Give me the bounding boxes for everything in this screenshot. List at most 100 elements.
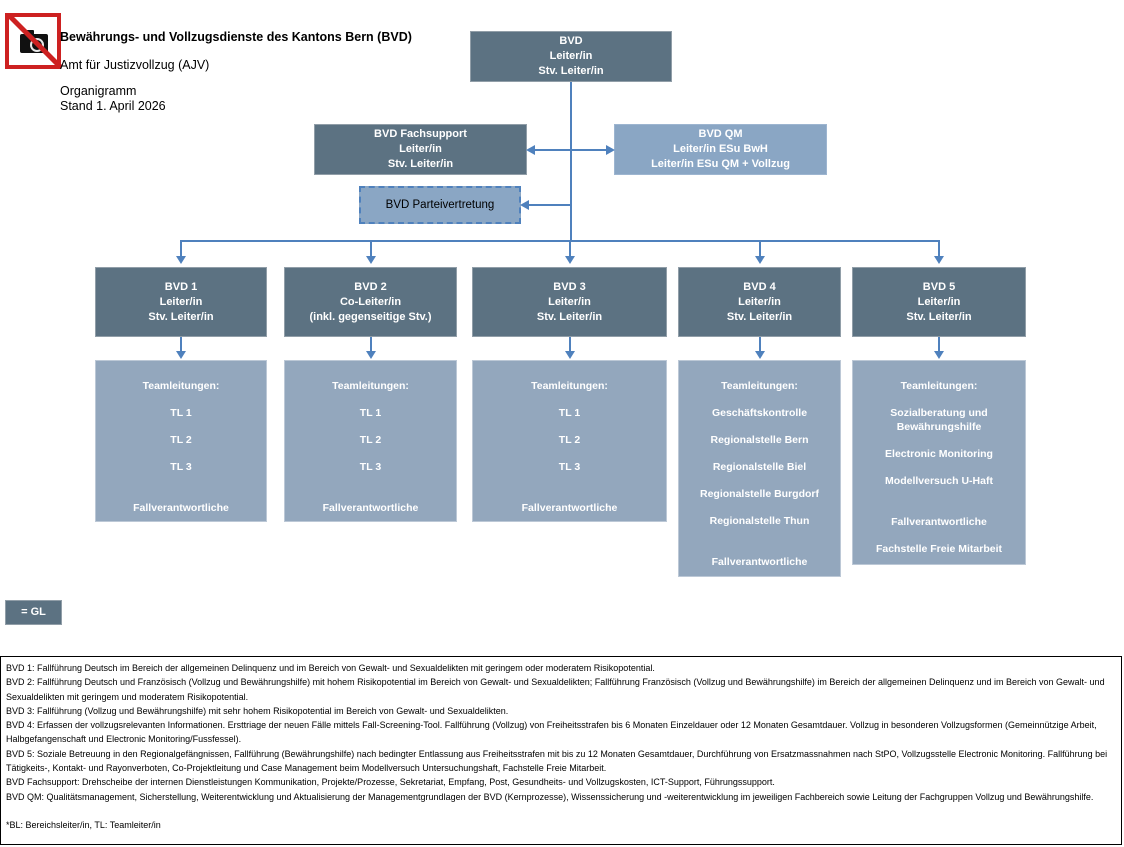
box-line: BVD — [559, 35, 583, 47]
org-unit-label: Amt für Justizvollzug (AJV) — [60, 58, 210, 72]
team-box-bvd-5: Teamleitungen: Sozialberatung und Bewähru… — [852, 360, 1026, 565]
team-item: Electronic Monitoring — [885, 448, 993, 460]
version-date-label: Stand 1. April 2026 — [60, 99, 166, 113]
team-item: Fallverantwortliche — [133, 502, 229, 514]
box-line: Leiter/in ESu BwH — [673, 143, 768, 155]
connector-fachsupport-qm — [535, 149, 607, 151]
legend-gl-box: = GL — [5, 600, 62, 625]
legend-gl-label: = GL — [21, 606, 46, 618]
box-line: Leiter/in — [399, 143, 442, 155]
connector-bvd-3-team — [568, 337, 571, 352]
box-line: Leiter/in — [549, 50, 593, 62]
box-bvd-parteivertretung: BVD Parteivertretung — [359, 186, 521, 224]
box-line: BVD 3 — [553, 280, 586, 293]
footnote-bvd4: BVD 4: Erfassen der vollzugsrelevanten I… — [6, 720, 1097, 745]
doc-type-label: Organigramm — [60, 84, 137, 98]
team-item: TL 2 — [558, 434, 581, 446]
arrowhead-to-qm — [606, 145, 615, 155]
arrowhead-to-bvd-2-team — [365, 351, 376, 359]
team-item: TL 3 — [359, 461, 382, 473]
footnote-bvd3: BVD 3: Fallführung (Vollzug und Bewährun… — [6, 705, 509, 716]
connector-stub-bvd-1 — [180, 240, 182, 257]
team-item: Fallverantwortliche — [711, 556, 808, 568]
box-line: BVD 4 — [743, 280, 776, 293]
box-bvd-5: BVD 5 Leiter/in Stv. Leiter/in — [852, 267, 1026, 337]
arrowhead-to-bvd-4 — [754, 256, 765, 264]
team-box-bvd-3: Teamleitungen: TL 1 TL 2 TL 3 Fallverantwort… — [472, 360, 667, 522]
box-line: BVD Fachsupport — [374, 128, 467, 140]
team-item: Fachstelle Freie Mitarbeit — [875, 543, 1003, 555]
arrowhead-to-bvd-2 — [365, 256, 376, 264]
connector-stub-bvd-2 — [369, 240, 372, 257]
team-box-bvd-4: Teamleitungen: Geschäftskontrolle Regional… — [678, 360, 841, 577]
box-line: BVD 1 — [164, 280, 198, 293]
team-item: Fallverantwortliche — [891, 516, 987, 528]
team-item: TL 1 — [170, 407, 192, 419]
arrowhead-to-parteivertretung — [520, 200, 529, 210]
box-line: BVD 2 — [354, 280, 387, 293]
box-line: Leiter/in — [159, 295, 203, 308]
connector-parteivertretung — [529, 204, 571, 206]
broken-image-icon — [5, 13, 63, 69]
connector-stub-bvd-4 — [758, 240, 761, 257]
team-item: TL 3 — [170, 461, 192, 473]
team-spacer — [479, 487, 660, 501]
box-line: Stv. Leiter/in — [906, 310, 972, 323]
team-spacer — [685, 541, 834, 555]
arrowhead-to-bvd-5-team — [934, 351, 944, 359]
box-line: Stv. Leiter/in — [387, 158, 454, 170]
abbreviation-note: *BL: Bereichsleiter/in, TL: Teamleiter/i… — [6, 819, 161, 830]
team-item: TL 3 — [558, 461, 581, 473]
team-item: Teamleitungen: — [531, 380, 608, 392]
team-item: TL 2 — [170, 434, 192, 446]
box-bvd-root: BVD Leiter/in Stv. Leiter/in — [470, 31, 672, 82]
footnote-fachsupport: BVD Fachsupport: Drehscheibe der interne… — [6, 777, 775, 788]
team-box-bvd-1: Teamleitungen: TL 1 TL 2 TL 3 Fallverantwort… — [95, 360, 267, 522]
footnote-bvd5: BVD 5: Soziale Betreuung in den Regional… — [6, 748, 1108, 774]
box-line: BVD 5 — [922, 280, 956, 293]
team-spacer — [859, 501, 1019, 515]
team-item: Fallverantwortliche — [521, 502, 618, 514]
box-line: Stv. Leiter/in — [536, 310, 603, 323]
red-slash-icon — [7, 14, 63, 69]
connector-stub-bvd-3 — [568, 240, 571, 257]
team-item: TL 1 — [558, 407, 581, 419]
team-item: Teamleitungen: — [721, 380, 798, 392]
box-line: BVD QM — [698, 128, 743, 140]
box-bvd-qm: BVD QM Leiter/in ESu BwH Leiter/in ESu Q… — [614, 124, 827, 175]
box-line: Leiter/in — [548, 295, 591, 308]
arrowhead-to-fachsupport — [526, 145, 535, 155]
box-bvd-3: BVD 3 Leiter/in Stv. Leiter/in — [472, 267, 667, 337]
arrowhead-to-bvd-5 — [934, 256, 944, 264]
team-spacer — [102, 487, 260, 501]
box-bvd-fachsupport: BVD Fachsupport Leiter/in Stv. Leiter/in — [314, 124, 527, 175]
team-item: Regionalstelle Thun — [709, 515, 810, 527]
box-line: Stv. Leiter/in — [148, 310, 214, 323]
footnote-bvd2: BVD 2: Fallführung Deutsch und Französis… — [6, 677, 1105, 702]
team-spacer — [291, 487, 450, 501]
connector-bvd-5-team — [938, 337, 940, 352]
arrowhead-to-bvd-1-team — [176, 351, 186, 359]
team-item: Modellversuch U-Haft — [885, 475, 993, 487]
team-item: Geschäftskontrolle — [711, 407, 808, 419]
footnote-qm: BVD QM: Qualitätsmanagement, Sicherstell… — [6, 791, 1094, 802]
footnotes-panel: BVD 1: Fallführung Deutsch im Bereich de… — [0, 656, 1122, 845]
box-line: Stv. Leiter/in — [538, 65, 604, 77]
team-item: Regionalstelle Bern — [710, 434, 809, 446]
connector-bvd-2-team — [369, 337, 372, 352]
connector-bvd-1-team — [180, 337, 182, 352]
connector-root-vertical — [570, 82, 572, 241]
box-line: Co-Leiter/in — [339, 295, 402, 308]
arrowhead-to-bvd-3 — [564, 256, 575, 264]
team-box-bvd-2: Teamleitungen: TL 1 TL 2 TL 3 Fallverantwort… — [284, 360, 457, 522]
box-line: Stv. Leiter/in — [726, 310, 793, 323]
team-item: Fallverantwortliche — [322, 502, 419, 514]
team-item: Teamleitungen: — [332, 380, 409, 392]
connector-bvd-4-team — [758, 337, 761, 352]
team-item: Sozialberatung und Bewährungshilfe — [890, 407, 988, 433]
box-line: (inkl. gegenseitige Stv.) — [309, 310, 432, 323]
team-item: Regionalstelle Biel — [712, 461, 807, 473]
footnote-bvd1: BVD 1: Fallführung Deutsch im Bereich de… — [6, 663, 655, 673]
connector-stub-bvd-5 — [938, 240, 940, 257]
